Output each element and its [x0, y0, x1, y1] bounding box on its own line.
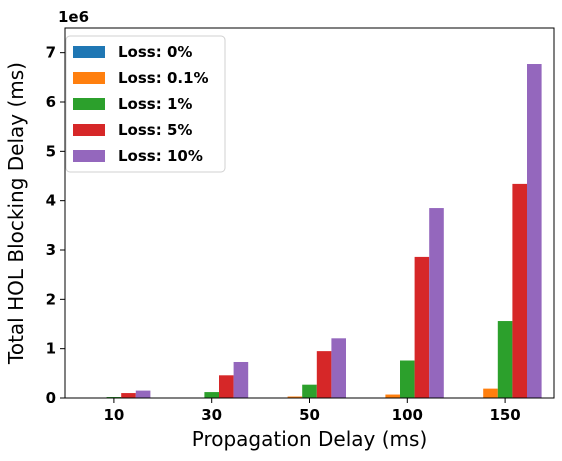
legend-swatch	[73, 72, 105, 84]
bar-100-loss-10-	[429, 208, 444, 398]
y-tick-label: 0	[46, 389, 56, 407]
bar-50-loss-0-1-	[287, 396, 303, 398]
x-axis-title: Propagation Delay (ms)	[192, 427, 428, 451]
bar-50-loss-10-	[331, 338, 346, 398]
bar-30-loss-10-	[233, 361, 249, 398]
x-tick-label: 30	[201, 406, 222, 424]
legend-label: Loss: 5%	[118, 121, 192, 139]
bar-30-loss-1-	[204, 392, 219, 398]
x-tick-label: 100	[392, 406, 423, 424]
y-axis: 0 1 2 3 4 5 6 7	[46, 44, 65, 407]
y-tick-label: 4	[46, 192, 56, 210]
bar-150-loss-0-1-	[483, 388, 498, 398]
bar-50-loss-1-	[302, 384, 317, 398]
bars-layer	[92, 64, 542, 398]
legend-swatch	[73, 124, 105, 136]
y-tick-label: 7	[46, 44, 56, 62]
bar-30-loss-5-	[219, 375, 234, 398]
bar-10-loss-10-	[135, 390, 151, 398]
y-tick-label: 1	[46, 340, 56, 358]
bar-100-loss-0-1-	[385, 394, 400, 398]
legend-label: Loss: 0.1%	[118, 69, 209, 87]
bar-50-loss-5-	[316, 351, 332, 398]
legend-swatch	[73, 150, 105, 162]
y-tick-label: 2	[46, 290, 56, 308]
bar-100-loss-5-	[414, 256, 430, 398]
y-tick-label: 3	[46, 241, 56, 259]
bar-100-loss-1-	[400, 360, 415, 398]
bar-150-loss-10-	[527, 64, 542, 398]
y-tick-label: 5	[46, 142, 56, 160]
legend: Loss: 0% Loss: 0.1% Loss: 1% Loss: 5% Loss: …	[65, 35, 226, 173]
legend-label: Loss: 0%	[118, 43, 192, 61]
legend-swatch	[73, 98, 105, 110]
legend-swatch	[73, 46, 105, 58]
x-tick-label: 150	[489, 406, 520, 424]
legend-box	[65, 35, 226, 173]
x-tick-label: 10	[103, 406, 124, 424]
bar-150-loss-5-	[512, 183, 527, 398]
x-axis: 10 30 50 100 150	[103, 398, 521, 424]
bar-150-loss-1-	[497, 321, 513, 398]
y-axis-title: Total HOL Blocking Delay (ms)	[4, 62, 28, 365]
legend-label: Loss: 1%	[118, 95, 192, 113]
x-tick-label: 50	[299, 406, 320, 424]
bar-10-loss-5-	[121, 393, 136, 398]
legend-label: Loss: 10%	[118, 147, 203, 165]
y-tick-label: 6	[46, 93, 56, 111]
y-scale-label: 1e6	[58, 8, 89, 26]
